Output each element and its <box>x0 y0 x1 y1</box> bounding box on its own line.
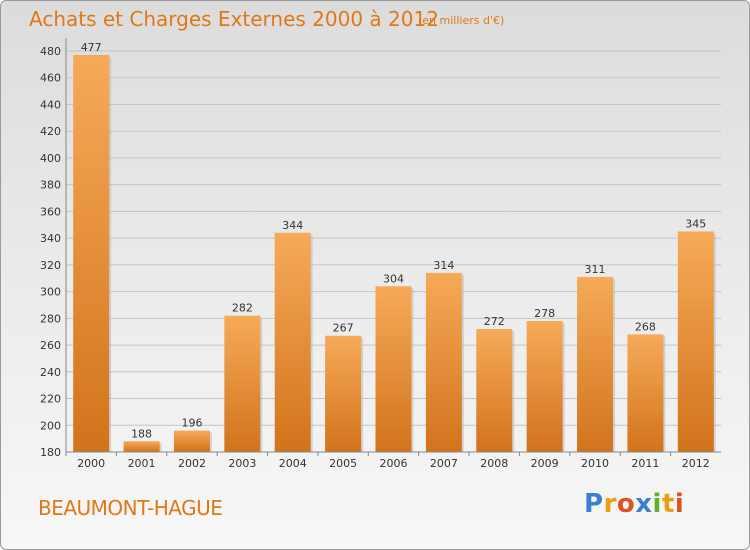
x-tick-label: 2011 <box>631 457 659 470</box>
bar <box>224 315 261 452</box>
x-tick-label: 2003 <box>228 457 256 470</box>
y-tick-label: 200 <box>40 419 61 432</box>
bar <box>274 232 311 452</box>
y-tick-label: 460 <box>40 72 61 85</box>
x-tick-label: 2009 <box>531 457 559 470</box>
x-tick-label: 2008 <box>480 457 508 470</box>
bar <box>577 276 614 452</box>
y-tick-label: 240 <box>40 366 61 379</box>
value-label: 477 <box>81 41 102 54</box>
bar <box>476 329 513 452</box>
bar <box>173 430 210 452</box>
logo-letter: r <box>603 489 617 519</box>
y-tick-label: 360 <box>40 205 61 218</box>
x-tick-label: 2004 <box>279 457 307 470</box>
y-tick-label: 400 <box>40 152 61 165</box>
value-label: 311 <box>585 263 606 276</box>
value-label: 267 <box>333 322 354 335</box>
proxiti-logo: Proxiti <box>584 489 684 519</box>
y-tick-label: 260 <box>40 339 61 352</box>
y-tick-label: 280 <box>40 312 61 325</box>
bar <box>325 335 362 452</box>
unit-note: (en milliers d'€) <box>418 14 505 27</box>
value-label: 268 <box>635 320 656 333</box>
y-tick-label: 440 <box>40 98 61 111</box>
y-tick-label: 180 <box>40 446 61 459</box>
bar <box>425 272 462 452</box>
logo-letter: t <box>661 489 675 519</box>
value-label: 272 <box>484 315 505 328</box>
y-tick-label: 480 <box>40 45 61 58</box>
bars <box>73 55 716 452</box>
y-tick-label: 420 <box>40 125 61 138</box>
logo-letter: x <box>635 489 653 519</box>
value-label: 344 <box>282 219 303 232</box>
chart-title: Achats et Charges Externes 2000 à 2012 <box>29 7 439 31</box>
x-tick-label: 2010 <box>581 457 609 470</box>
bar <box>677 231 714 452</box>
bar <box>73 55 110 452</box>
logo-letter: i <box>674 489 685 519</box>
y-tick-label: 320 <box>40 259 61 272</box>
x-tick-label: 2005 <box>329 457 357 470</box>
bar <box>627 334 664 452</box>
x-tick-label: 2012 <box>682 457 710 470</box>
value-label: 345 <box>685 217 706 230</box>
value-label: 314 <box>433 259 454 272</box>
value-label: 196 <box>181 417 202 430</box>
bar <box>375 286 412 452</box>
logo-letter: i <box>652 489 662 519</box>
logo-letter: o <box>616 489 636 519</box>
x-tick-label: 2002 <box>178 457 206 470</box>
x-tick-label: 2007 <box>430 457 458 470</box>
logo-letter: P <box>584 489 604 519</box>
value-label: 282 <box>232 302 253 315</box>
bar <box>123 441 160 452</box>
value-label: 188 <box>131 427 152 440</box>
x-tick-label: 2000 <box>77 457 105 470</box>
y-tick-label: 220 <box>40 393 61 406</box>
bar <box>526 321 563 452</box>
value-label: 278 <box>534 307 555 320</box>
y-tick-label: 300 <box>40 286 61 299</box>
value-label: 304 <box>383 272 404 285</box>
axes: 180 200 220 240 260 280 300 320 340 360 380 400 420 4… <box>40 38 721 470</box>
y-tick-label: 340 <box>40 232 61 245</box>
value-labels: 477 188 196 282 344 267 304 314 272 278 311 268 345 <box>81 41 707 440</box>
x-tick-label: 2001 <box>128 457 156 470</box>
y-tick-label: 380 <box>40 179 61 192</box>
commune-name: BEAUMONT-HAGUE <box>38 496 223 520</box>
x-tick-label: 2006 <box>380 457 408 470</box>
